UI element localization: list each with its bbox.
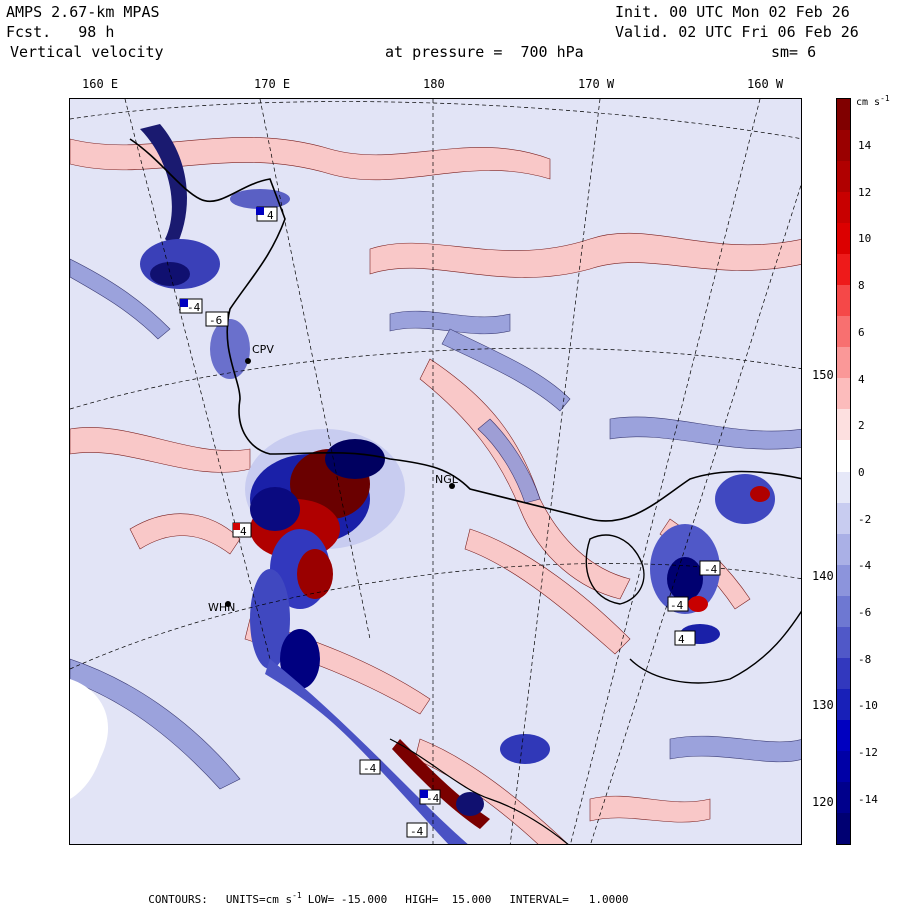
- lon-label-160e: 160 E: [82, 77, 119, 91]
- valid-time: Valid. 02 UTC Fri 06 Feb 26: [615, 23, 859, 41]
- contour-footer: CONTOURS: UNITS=cm s-1 LOW= -15.000 HIGH= 1…: [135, 878, 629, 906]
- colorbar-tick-label: 0: [858, 465, 865, 479]
- colorbar-tick-label: 14: [858, 139, 872, 152]
- colorbar-tick-label: 2: [858, 419, 865, 433]
- colorbar: [836, 98, 851, 845]
- colorbar-tick-label: -6: [858, 606, 872, 619]
- lon-label-160w: 160 W: [747, 77, 784, 91]
- colorbar-cell: [837, 409, 850, 442]
- coastline-south: [389, 738, 569, 844]
- colorbar-tick-label: 12: [858, 185, 872, 199]
- marker-4: -4: [670, 599, 684, 612]
- marker-5: 4: [678, 633, 685, 646]
- lon-label-170e: 170 E: [254, 77, 291, 91]
- extrema-markers: 4 -6 4 -4 -4 4 -4 -4 -4 -4: [179, 206, 721, 838]
- colorbar-tick-label: 4: [858, 372, 865, 386]
- map-background: [70, 99, 801, 844]
- station-labels: CPV NGL WHN: [208, 343, 459, 614]
- zero-patch: [70, 679, 109, 799]
- marker-3: -4: [704, 563, 718, 576]
- colorbar-cell: [837, 719, 850, 752]
- station-whn: WHN: [208, 601, 235, 614]
- map-panel: 4 -6 4 -4 -4 4 -4 -4 -4 -4 CPV NGL: [69, 98, 802, 845]
- footer-contours: CONTOURS:: [148, 892, 208, 906]
- colorbar-cell: [837, 471, 850, 504]
- colorbar-cell: [837, 626, 850, 659]
- colorbar-cell: [837, 378, 850, 411]
- colorbar-units: cm s-1: [856, 94, 890, 109]
- footer-units-exp: -1: [292, 891, 302, 900]
- colorbar-cell: [837, 254, 850, 287]
- coastline-east: [585, 534, 801, 684]
- marker-7: -4: [426, 792, 440, 805]
- stations: [225, 358, 455, 607]
- colorbar-tick-label: 6: [858, 325, 865, 339]
- colorbar-tick-label: -4: [858, 559, 872, 573]
- station-cpv: CPV: [252, 343, 274, 356]
- forecast-hour: Fcst. 98 h: [6, 23, 115, 41]
- colorbar-cell: [837, 161, 850, 194]
- colorbar-cell: [837, 688, 850, 721]
- colorbar-cell: [837, 316, 850, 349]
- colorbar-tick-label: 8: [858, 279, 865, 293]
- colorbar-cell: [837, 130, 850, 163]
- colorbar-cell: [837, 564, 850, 597]
- colorbar-cell: [837, 502, 850, 535]
- colorbar-cell: [837, 440, 850, 473]
- colorbar-cell: [837, 192, 850, 225]
- init-time: Init. 00 UTC Mon 02 Feb 26: [615, 3, 850, 21]
- colorbar-cell: [837, 99, 850, 132]
- field-name: Vertical velocity: [10, 43, 164, 61]
- colorbar-tick-label: -14: [858, 792, 878, 806]
- colorbar-cell: [837, 781, 850, 814]
- lon-label-180: 180: [423, 77, 445, 91]
- marker-8: -4: [410, 825, 424, 838]
- model-title: AMPS 2.67-km MPAS: [6, 3, 160, 21]
- colorbar-cell: [837, 347, 850, 380]
- footer-interval: INTERVAL= 1.0000: [509, 892, 629, 906]
- footer-units: UNITS=cm s: [225, 892, 293, 906]
- colorbar-tick-label: -8: [858, 652, 872, 666]
- lon-label-170w: 170 W: [578, 77, 615, 91]
- marker-1: -6: [209, 314, 222, 327]
- colorbar-tick-label: -10: [858, 699, 878, 713]
- pressure-level: at pressure = 700 hPa: [385, 43, 584, 61]
- graticule: [70, 99, 801, 844]
- smoothing: sm= 6: [771, 43, 817, 61]
- marker-0: 4: [267, 209, 274, 222]
- vertical-velocity-map: 4 -6 4 -4 -4 4 -4 -4 -4 -4 CPV NGL: [70, 99, 801, 844]
- colorbar-cell: [837, 223, 850, 256]
- colorbar-cell: [837, 812, 850, 844]
- coastline: [129, 138, 801, 522]
- colorbar-tick-label: -12: [858, 746, 878, 760]
- colorbar-cell: [837, 595, 850, 628]
- marker-9: -4: [187, 301, 201, 314]
- station-ngl: NGL: [435, 473, 459, 486]
- colorbar-tick-label: -2: [858, 512, 872, 526]
- colorbar-cell: [837, 657, 850, 690]
- marker-2: 4: [240, 525, 247, 538]
- marker-6: -4: [363, 762, 377, 775]
- colorbar-cell: [837, 285, 850, 318]
- mountain-cluster: [245, 429, 405, 689]
- southern-ridges: [265, 659, 550, 844]
- colorbar-tick-label: 10: [858, 232, 872, 246]
- footer-high: HIGH= 15.000: [405, 892, 492, 906]
- footer-low: LOW= -15.000: [307, 892, 388, 906]
- colorbar-cell: [837, 750, 850, 783]
- colorbar-cell: [837, 533, 850, 566]
